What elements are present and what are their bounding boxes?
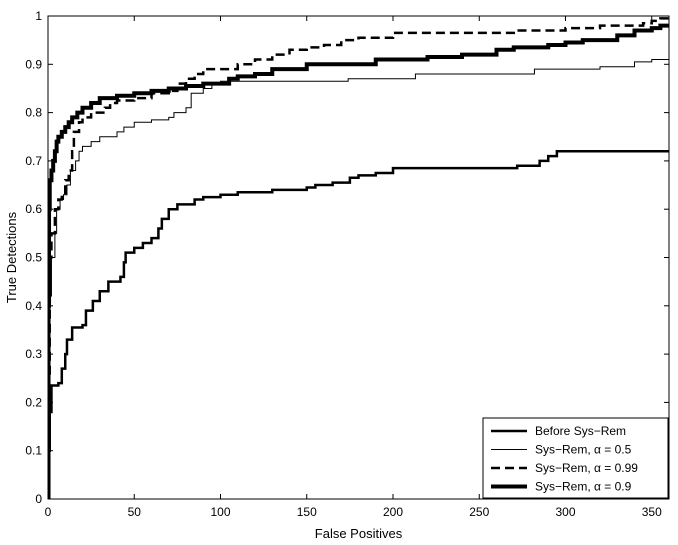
x-axis-label: False Positives: [315, 526, 403, 541]
y-axis: 0 0.1 0.2 0.3 0.4 0.5 0.6 0.7 0.8 0.9 1: [25, 9, 669, 506]
x-tick-label: 250: [469, 505, 489, 519]
x-tick-label: 350: [642, 505, 662, 519]
y-tick-label: 0: [35, 492, 42, 506]
legend: Before Sys−Rem Sys−Rem, α = 0.5 Sys−Rem, α…: [482, 417, 669, 499]
y-tick-label: 0.8: [25, 106, 42, 120]
x-tick-label: 300: [555, 505, 575, 519]
plot-area: [48, 17, 669, 499]
series-line-3: [48, 17, 669, 499]
series-line-4: [48, 23, 669, 499]
x-tick-label: 200: [383, 505, 403, 519]
y-tick-label: 1: [35, 9, 42, 23]
x-tick-label: 0: [45, 505, 52, 519]
y-tick-label: 0.5: [25, 251, 42, 265]
y-axis-label: True Detections: [4, 211, 19, 303]
series-line-2: [48, 58, 669, 499]
y-tick-label: 0.9: [25, 57, 42, 71]
y-tick-label: 0.3: [25, 347, 42, 361]
legend-label: Sys−Rem, α = 0.5: [535, 443, 632, 457]
y-tick-label: 0.6: [25, 202, 42, 216]
series-line-1: [48, 149, 669, 499]
x-tick-label: 100: [210, 505, 230, 519]
legend-label: Sys−Rem, α = 0.99: [535, 461, 638, 475]
x-tick-label: 150: [297, 505, 317, 519]
legend-label: Before Sys−Rem: [535, 424, 626, 438]
y-tick-label: 0.1: [25, 444, 42, 458]
x-axis: 0 50 100 150 200 250 300 350: [45, 16, 662, 519]
x-tick-label: 50: [128, 505, 142, 519]
legend-label: Sys−Rem, α = 0.9: [535, 480, 632, 494]
y-tick-label: 0.7: [25, 154, 42, 168]
y-tick-label: 0.2: [25, 395, 42, 409]
y-tick-label: 0.4: [25, 299, 42, 313]
